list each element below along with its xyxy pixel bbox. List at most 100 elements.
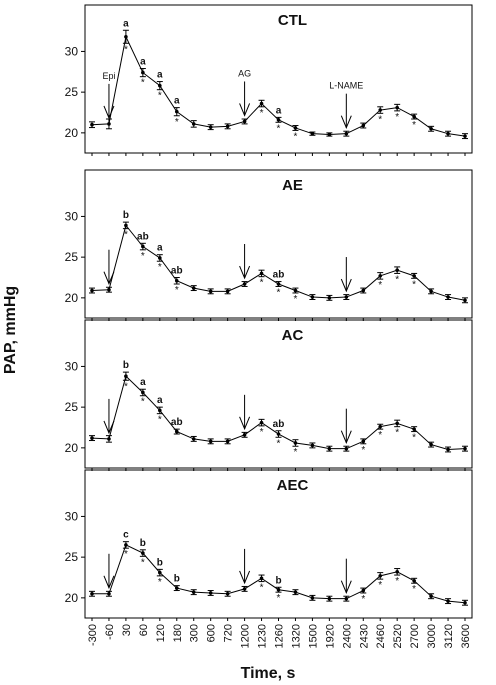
x-tick-label: 1500 (307, 624, 319, 648)
arrow-head (239, 265, 251, 280)
arrow-head (239, 416, 251, 431)
data-point (463, 134, 467, 138)
significance-letter: a (140, 57, 146, 68)
data-point (141, 390, 145, 395)
data-point (107, 287, 111, 292)
x-tick-label: 720 (223, 624, 235, 642)
significance-letter: b (123, 360, 129, 371)
data-point (141, 70, 145, 75)
y-tick-label: 25 (65, 550, 79, 564)
data-point (191, 437, 196, 441)
x-tick-label: 1920 (324, 624, 336, 648)
significance-letter: a (157, 70, 163, 81)
data-point (293, 288, 298, 293)
data-point (124, 34, 128, 39)
data-point (208, 289, 213, 294)
significance-letter: a (174, 96, 180, 107)
significance-letter: ab (137, 231, 149, 242)
data-point (293, 590, 298, 594)
data-point (429, 289, 433, 294)
x-tick-label: 30 (121, 624, 133, 636)
significance-letter: b (174, 574, 180, 585)
data-point (310, 443, 315, 448)
data-point (259, 576, 264, 581)
data-point (293, 126, 298, 130)
significance-star: * (294, 131, 298, 142)
x-tick-label: 1260 (274, 624, 286, 648)
significance-letter: a (157, 243, 163, 254)
significance-star: * (412, 120, 416, 131)
data-point (191, 286, 196, 290)
data-point (208, 125, 213, 129)
data-point (124, 374, 128, 379)
x-tick-label: 2460 (375, 624, 387, 648)
data-point (158, 256, 162, 260)
arrow-label: Epi (102, 71, 115, 81)
significance-star: * (361, 445, 365, 456)
data-point (276, 432, 281, 436)
significance-star: * (277, 438, 281, 449)
data-point (327, 296, 332, 300)
x-tick-label: 3000 (426, 624, 438, 648)
data-point (344, 596, 349, 601)
significance-star: * (277, 593, 281, 604)
data-point (412, 427, 416, 431)
significance-star: * (378, 114, 382, 125)
significance-letter: b (123, 210, 129, 221)
y-tick-label: 30 (65, 44, 79, 58)
data-point (463, 446, 467, 451)
data-point (327, 446, 332, 451)
significance-letter: c (123, 530, 129, 541)
data-point (378, 574, 383, 578)
significance-star: * (260, 108, 264, 119)
arrow-head (340, 580, 352, 594)
significance-star: * (412, 279, 416, 290)
data-point (446, 131, 450, 136)
data-point (158, 570, 162, 575)
y-tick-label: 20 (65, 291, 79, 305)
data-point (242, 282, 247, 286)
significance-star: * (124, 44, 128, 55)
data-point (378, 424, 383, 429)
y-tick-label: 20 (65, 591, 79, 605)
significance-star: * (378, 280, 382, 291)
significance-star: * (395, 274, 399, 285)
x-tick-label: 2400 (341, 624, 353, 648)
x-tick-label: 1200 (240, 624, 252, 648)
significance-star: * (294, 294, 298, 305)
significance-star: * (395, 576, 399, 587)
data-point (225, 591, 230, 596)
data-point (395, 570, 399, 574)
significance-letter: b (140, 538, 146, 549)
y-tick-label: 25 (65, 85, 79, 99)
y-tick-label: 30 (65, 209, 79, 223)
data-point (174, 109, 179, 114)
significance-star: * (141, 78, 145, 89)
significance-letter: a (276, 105, 282, 116)
data-point (208, 591, 213, 595)
significance-star: * (378, 580, 382, 591)
x-tick-label: 60 (138, 624, 150, 636)
significance-star: * (158, 91, 162, 102)
data-point (293, 441, 298, 445)
significance-letter: ab (171, 417, 183, 428)
x-tick-label: 2700 (409, 624, 421, 648)
data-point (107, 591, 111, 596)
x-tick-label: 120 (155, 624, 167, 642)
data-point (378, 108, 383, 112)
arrow-label: L-NAME (329, 81, 363, 91)
significance-star: * (277, 287, 281, 298)
data-point (463, 600, 467, 605)
significance-star: * (294, 447, 298, 458)
data-point (412, 114, 416, 119)
significance-star: * (124, 549, 128, 560)
x-tick-label: 1320 (290, 624, 302, 648)
x-tick-label: 2430 (358, 624, 370, 648)
significance-star: * (412, 433, 416, 444)
x-axis-label: Time, s (241, 665, 296, 682)
data-point (463, 298, 467, 303)
data-point (395, 268, 399, 272)
